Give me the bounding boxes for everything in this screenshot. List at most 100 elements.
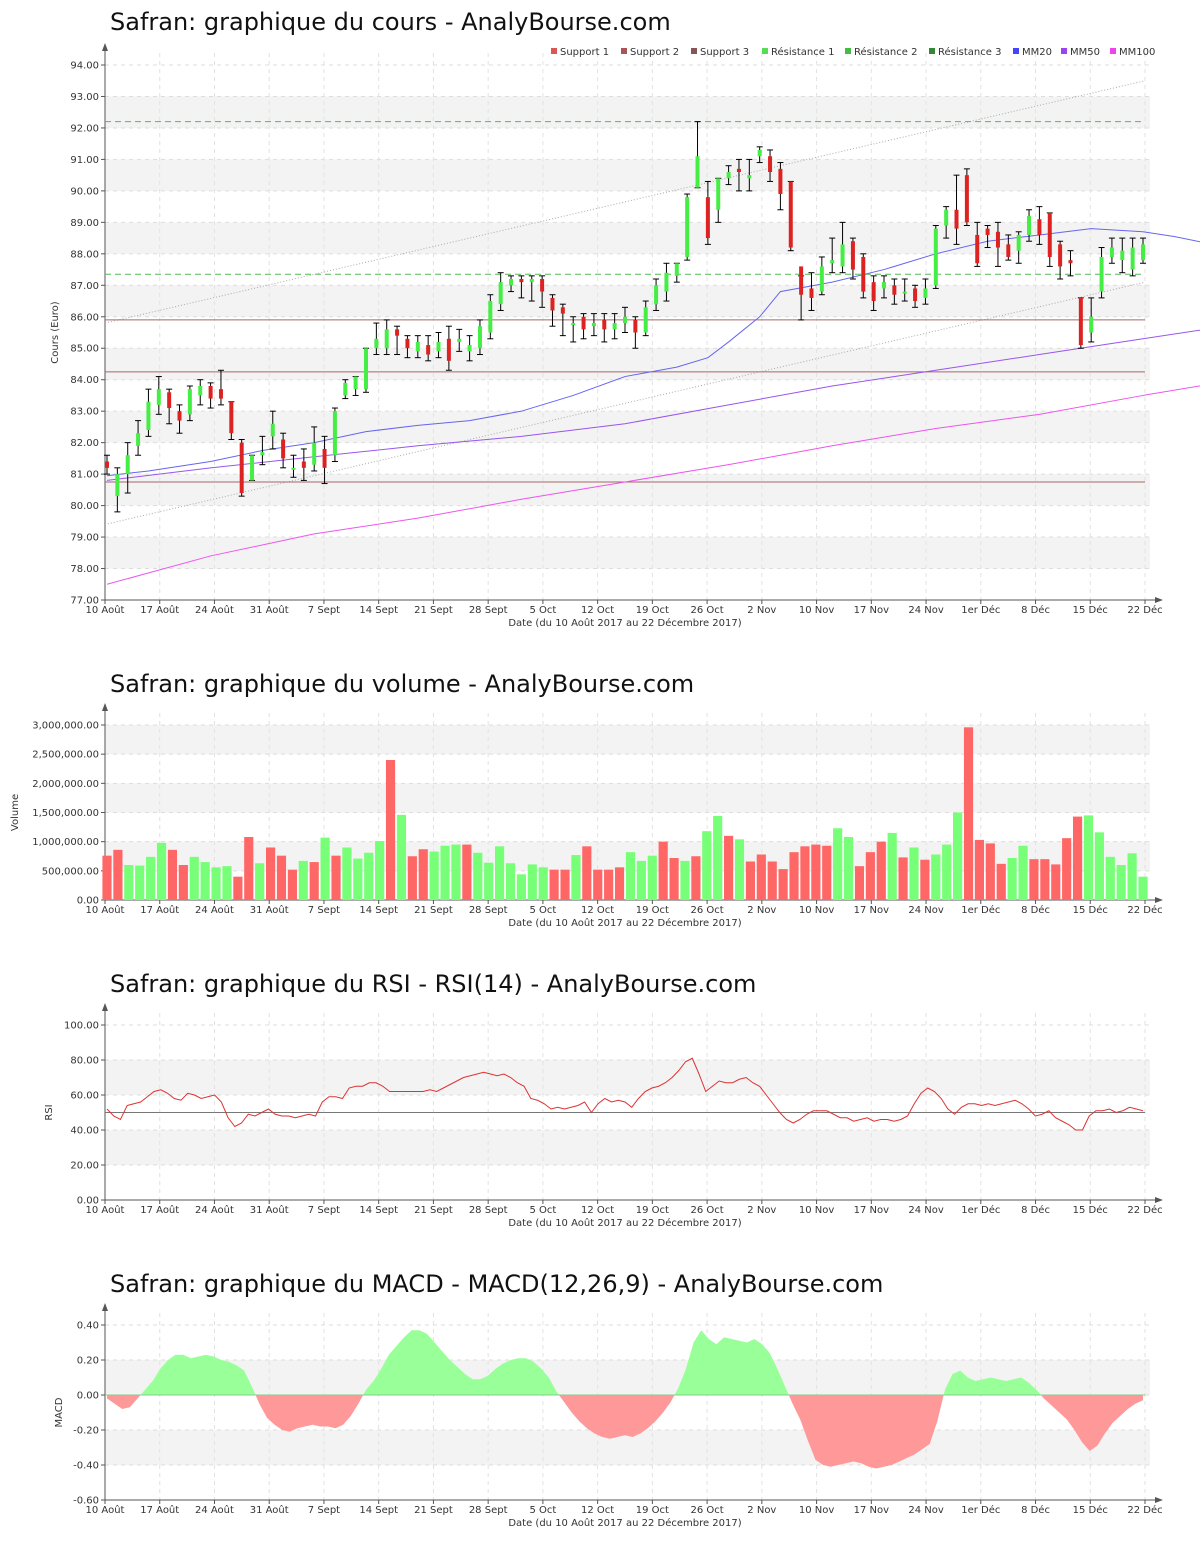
candle-body	[747, 175, 752, 179]
volume-bar	[614, 867, 625, 900]
volume-bar	[778, 869, 788, 900]
candle-body	[612, 323, 617, 330]
volume-bar	[833, 828, 843, 900]
candle-body	[384, 329, 389, 349]
macd-xtick-label: 1er Déc	[961, 1504, 1000, 1516]
candle-body	[944, 209, 949, 226]
candle-body	[726, 172, 731, 179]
volume-bar	[625, 852, 636, 900]
candle-body	[146, 401, 151, 431]
price-x-arrow	[1155, 597, 1163, 603]
volume-bar	[865, 852, 875, 900]
candle-body	[892, 285, 897, 295]
candle-body	[364, 348, 368, 390]
volume-bar	[244, 837, 254, 900]
channel-lower-line	[104, 281, 1146, 525]
volume-bar	[1018, 845, 1028, 900]
candle-body	[995, 231, 1000, 248]
volume-bar	[1051, 864, 1061, 900]
rsi-ytick-label: 40.00	[70, 1126, 99, 1137]
candle-body	[353, 376, 358, 390]
candle-body	[426, 345, 431, 355]
volume-bar	[320, 837, 330, 900]
volume-x-label: Date (du 10 Août 2017 au 22 Décembre 201…	[508, 917, 741, 929]
candle-body	[405, 338, 410, 349]
legend-swatch	[1110, 48, 1116, 54]
candle-body	[1109, 247, 1114, 257]
macd-negative-area	[788, 1395, 944, 1469]
price-xtick-label: 10 Nov	[799, 605, 835, 616]
volume-bar	[527, 864, 537, 900]
candle-body	[415, 341, 420, 352]
legend-label: MM20	[1022, 47, 1052, 58]
candle-body	[602, 319, 607, 330]
volume-bar	[713, 816, 723, 900]
price-y-arrow	[102, 43, 108, 51]
volume-xtick-label: 31 Août	[250, 904, 289, 916]
legend-swatch	[551, 48, 557, 54]
candle-body	[778, 168, 783, 195]
candle-body	[218, 389, 223, 399]
macd-xtick-label: 22 Déc	[1127, 1504, 1162, 1516]
candle-body	[187, 389, 192, 415]
macd-ytick-label: -0.20	[73, 1426, 99, 1437]
volume-bar	[1062, 838, 1072, 900]
rsi-xtick-label: 7 Sept	[308, 1205, 340, 1216]
candle-body	[871, 282, 876, 302]
legend-label: Support 3	[700, 47, 749, 58]
volume-bar	[1072, 816, 1083, 900]
price-ytick-label: 81.00	[70, 470, 99, 481]
volume-bar	[538, 867, 548, 900]
candle-body	[1027, 216, 1032, 235]
volume-bar	[364, 852, 374, 900]
price-band	[105, 348, 1150, 380]
price-xtick-label: 14 Sept	[359, 605, 398, 616]
volume-panel: 0.00 500,000.00 1,000,000.00 1,500,000.00 2,…	[10, 703, 1163, 929]
macd-panel: -0.60 -0.40 -0.20 0.00 0.20 0.40 10 Août 17 Aoû…	[54, 1303, 1163, 1529]
volume-xtick-label: 17 Août	[140, 904, 179, 916]
candle-body	[301, 461, 306, 468]
candle-body	[571, 323, 576, 326]
macd-ytick-label: -0.60	[73, 1496, 99, 1507]
volume-ytick-label: 3,000,000.00	[32, 721, 99, 732]
macd-positive-area	[363, 1330, 559, 1395]
volume-xtick-label: 19 Oct	[636, 905, 669, 916]
price-band	[105, 159, 1150, 191]
price-band	[105, 285, 1150, 317]
macd-xtick-label: 21 Sept	[414, 1505, 453, 1516]
volume-bar	[800, 846, 810, 900]
volume-xtick-label: 24 Nov	[908, 905, 944, 916]
candle-body	[913, 288, 918, 302]
volume-bar	[135, 865, 145, 900]
legend-swatch	[1061, 48, 1067, 54]
price-ytick-label: 90.00	[70, 186, 99, 197]
candle-body	[395, 329, 400, 336]
volume-xtick-label: 15 Déc	[1073, 904, 1108, 916]
macd-xtick-label: 12 Oct	[581, 1505, 614, 1516]
candle-body	[933, 228, 938, 286]
price-band	[105, 411, 1150, 443]
rsi-xtick-label: 17 Nov	[854, 1205, 890, 1216]
macd-x-arrow	[1155, 1497, 1163, 1503]
rsi-xtick-label: 15 Déc	[1073, 1204, 1108, 1216]
price-ytick-label: 91.00	[70, 155, 99, 166]
mm100-line	[106, 385, 1200, 585]
price-xtick-label: 31 Août	[250, 604, 289, 616]
volume-band	[105, 725, 1150, 755]
candle-body	[736, 168, 741, 172]
mm50-line	[106, 329, 1200, 481]
candle-body	[1078, 297, 1083, 346]
candle-body	[643, 307, 648, 333]
volume-ytick-label: 1,000,000.00	[32, 837, 99, 848]
price-ytick-label: 92.00	[70, 123, 99, 134]
macd-xtick-label: 24 Août	[195, 1504, 234, 1516]
volume-x-arrow	[1155, 897, 1163, 903]
volume-xtick-label: 21 Sept	[414, 905, 453, 916]
candle-body	[975, 234, 980, 264]
rsi-xtick-label: 10 Nov	[799, 1205, 835, 1216]
price-xtick-label: 28 Sept	[469, 605, 508, 616]
volume-bar	[396, 814, 407, 900]
volume-bar	[276, 855, 287, 900]
candle-body	[1141, 244, 1145, 261]
